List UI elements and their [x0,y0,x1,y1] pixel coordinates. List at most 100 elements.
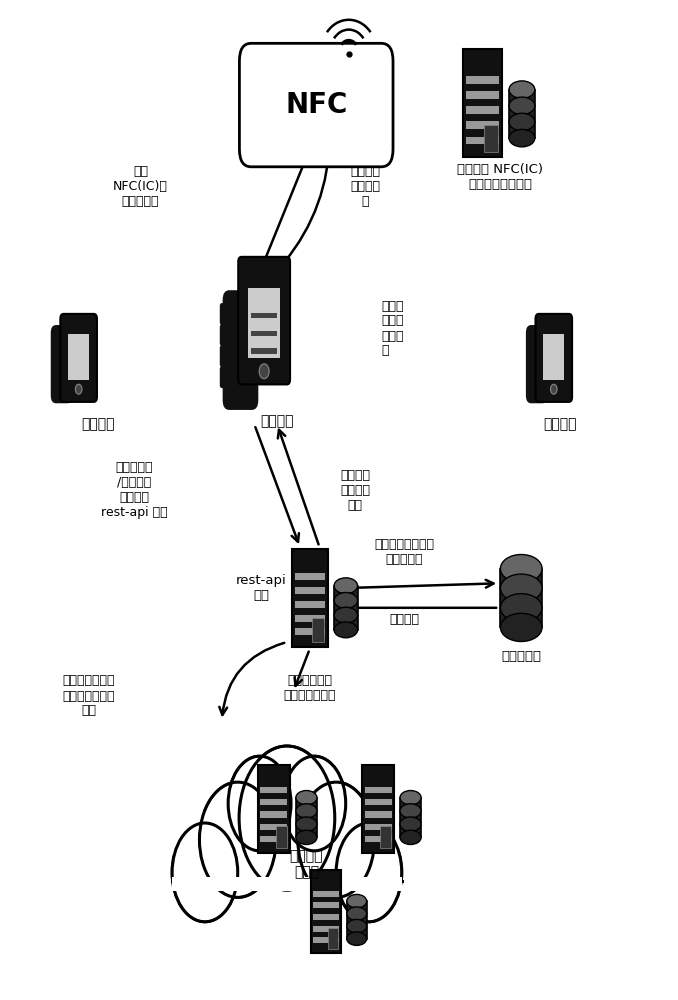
Bar [172,809,402,881]
Text: 将新的暗
码信息存
回: 将新的暗 码信息存 回 [350,165,380,208]
Bar [260,799,287,805]
FancyBboxPatch shape [536,314,572,402]
Bar [260,824,287,830]
Ellipse shape [500,554,542,583]
Text: 区块链后
台系统: 区块链后 台系统 [290,849,323,880]
Bar [295,587,325,594]
Bar [258,765,290,853]
Text: 将暗码信息送达
区块链后台系统
验证: 将暗码信息送达 区块链后台系统 验证 [62,674,115,718]
Circle shape [551,384,557,394]
Text: 生产厂家: 生产厂家 [81,418,115,432]
Bar [260,787,287,793]
Ellipse shape [509,113,535,131]
Ellipse shape [296,830,317,845]
Ellipse shape [400,830,421,845]
Circle shape [239,746,335,890]
Bar [172,877,402,891]
Bar [334,586,357,630]
Bar [311,870,341,953]
Bar [365,836,392,842]
Text: 读取
NFC(IC)中
的暗码信息: 读取 NFC(IC)中 的暗码信息 [113,165,168,208]
Bar [260,836,287,842]
Ellipse shape [334,593,357,608]
Circle shape [336,823,402,922]
Bar [466,76,499,84]
Text: 返回信息
添加成功
信号: 返回信息 添加成功 信号 [340,469,370,512]
FancyBboxPatch shape [220,345,233,367]
Bar [260,811,287,818]
Ellipse shape [509,129,535,147]
Ellipse shape [296,791,317,805]
Ellipse shape [500,594,542,622]
Bar [68,334,89,380]
Ellipse shape [296,804,317,818]
Circle shape [241,748,334,888]
Text: 二维码及 NFC(IC)
码生成及读写系统: 二维码及 NFC(IC) 码生成及读写系统 [458,163,544,191]
Circle shape [173,824,237,920]
Circle shape [75,384,82,394]
Text: 提取信息: 提取信息 [389,613,419,626]
Text: 存入产品物流
信息、新的明码: 存入产品物流 信息、新的明码 [283,674,336,702]
Bar [484,125,498,152]
Circle shape [229,758,290,849]
Circle shape [283,756,346,851]
Bar [292,549,327,647]
Bar [365,811,392,818]
Circle shape [337,824,401,920]
Bar [365,824,392,830]
FancyBboxPatch shape [526,325,548,403]
Bar [313,926,339,932]
Bar [296,798,317,837]
Ellipse shape [334,622,357,638]
Text: 缓存数据库: 缓存数据库 [501,650,541,663]
Bar [295,615,325,622]
Text: rest-api
网关: rest-api 网关 [235,574,286,602]
Circle shape [298,782,374,897]
Bar [543,334,564,380]
Bar [509,90,535,138]
FancyBboxPatch shape [51,325,73,403]
Bar [500,569,542,627]
Ellipse shape [334,578,357,594]
Text: NFC: NFC [285,91,347,119]
Circle shape [199,782,276,897]
Text: 存入部分或全部产
品物流信息: 存入部分或全部产 品物流信息 [374,538,434,566]
FancyBboxPatch shape [239,43,393,167]
Ellipse shape [500,613,542,642]
Circle shape [259,364,269,379]
Bar [346,901,367,939]
Ellipse shape [334,607,357,623]
Bar [248,288,281,358]
Bar [313,902,339,908]
Text: 最终用户: 最终用户 [544,418,577,432]
Bar [295,628,325,635]
Bar [466,121,499,129]
Bar [466,137,499,144]
FancyBboxPatch shape [220,366,233,388]
Bar [365,799,392,805]
Circle shape [228,756,291,851]
FancyBboxPatch shape [220,324,233,346]
Ellipse shape [346,932,367,945]
Bar [311,618,324,642]
Bar [327,928,338,949]
FancyBboxPatch shape [238,257,290,384]
Circle shape [201,784,275,896]
Bar [313,937,339,943]
Ellipse shape [500,574,542,602]
Text: 将暗码信息
/产品物流
信息送达
rest-api 网关: 将暗码信息 /产品物流 信息送达 rest-api 网关 [100,461,167,519]
Bar [362,765,394,853]
Ellipse shape [509,81,535,98]
Bar [295,601,325,608]
Bar [313,914,339,920]
Bar [313,891,339,897]
Bar [365,787,392,793]
Ellipse shape [296,817,317,831]
Ellipse shape [346,907,367,920]
Circle shape [299,784,374,896]
Bar [251,313,277,318]
Bar [380,826,391,848]
Ellipse shape [509,97,535,115]
FancyBboxPatch shape [60,314,97,402]
Bar [295,573,325,580]
